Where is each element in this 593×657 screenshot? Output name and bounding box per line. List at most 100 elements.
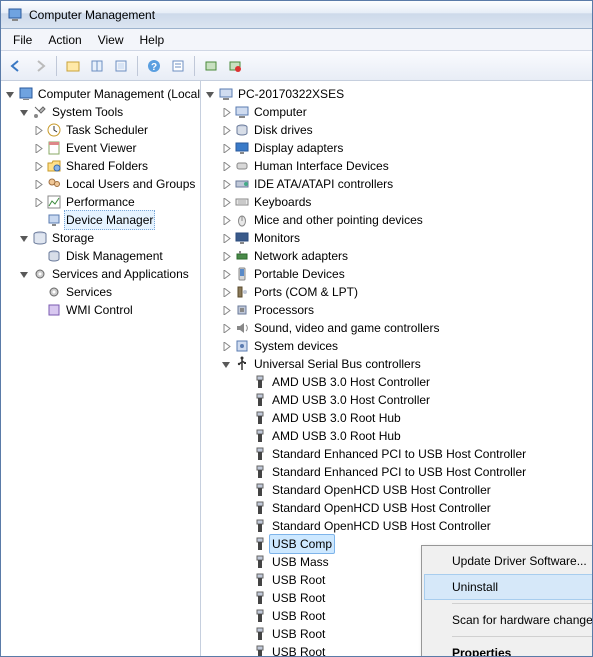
menu-file[interactable]: File: [5, 31, 40, 49]
device-category[interactable]: Sound, video and game controllers: [205, 319, 592, 337]
tb-icon-3[interactable]: [110, 55, 132, 77]
expand-icon[interactable]: [221, 305, 232, 316]
expand-icon[interactable]: [19, 107, 30, 118]
device-category-label: Processors: [254, 301, 314, 319]
device-category[interactable]: Ports (COM & LPT): [205, 283, 592, 301]
left-item-label: Performance: [66, 193, 135, 211]
expand-icon[interactable]: [33, 179, 44, 190]
device-category[interactable]: Disk drives: [205, 121, 592, 139]
left-item[interactable]: Device Manager: [5, 211, 200, 229]
device-item-label: USB Root: [272, 625, 325, 643]
expand-icon[interactable]: [5, 89, 16, 100]
expand-icon[interactable]: [221, 143, 232, 154]
left-group[interactable]: Storage: [5, 229, 200, 247]
left-item[interactable]: Local Users and Groups: [5, 175, 200, 193]
left-group[interactable]: System Tools: [5, 103, 200, 121]
expand-icon[interactable]: [221, 179, 232, 190]
expand-icon[interactable]: [221, 125, 232, 136]
device-category-label: Network adapters: [254, 247, 348, 265]
expand-icon[interactable]: [221, 251, 232, 262]
expand-icon[interactable]: [19, 269, 30, 280]
left-item[interactable]: Event Viewer: [5, 139, 200, 157]
expand-icon[interactable]: [221, 323, 232, 334]
context-menu-item[interactable]: Scan for hardware changes: [424, 607, 592, 633]
device-item[interactable]: Standard OpenHCD USB Host Controller: [205, 481, 592, 499]
menu-action[interactable]: Action: [40, 31, 89, 49]
sound-icon: [234, 320, 250, 336]
tb-icon-1[interactable]: [62, 55, 84, 77]
left-tree-pane[interactable]: Computer Management (LocalSystem ToolsTa…: [1, 81, 201, 656]
device-item[interactable]: Standard OpenHCD USB Host Controller: [205, 499, 592, 517]
expand-icon[interactable]: [221, 269, 232, 280]
tb-icon-5[interactable]: [200, 55, 222, 77]
left-item[interactable]: Task Scheduler: [5, 121, 200, 139]
mouse-icon: [234, 212, 250, 228]
device-category[interactable]: System devices: [205, 337, 592, 355]
toolbar-separator: [194, 56, 195, 76]
device-item[interactable]: AMD USB 3.0 Root Hub: [205, 409, 592, 427]
device-category-label: Ports (COM & LPT): [254, 283, 358, 301]
expand-icon[interactable]: [33, 161, 44, 172]
left-root[interactable]: Computer Management (Local: [5, 85, 200, 103]
left-item[interactable]: Disk Management: [5, 247, 200, 265]
expand-icon[interactable]: [33, 197, 44, 208]
device-item[interactable]: AMD USB 3.0 Host Controller: [205, 391, 592, 409]
left-group[interactable]: Services and Applications: [5, 265, 200, 283]
expand-icon[interactable]: [221, 107, 232, 118]
tb-icon-6[interactable]: [224, 55, 246, 77]
expand-icon[interactable]: [221, 161, 232, 172]
expand-icon[interactable]: [205, 89, 216, 100]
expand-icon[interactable]: [221, 215, 232, 226]
left-item[interactable]: WMI Control: [5, 301, 200, 319]
device-item[interactable]: AMD USB 3.0 Host Controller: [205, 373, 592, 391]
menu-help[interactable]: Help: [132, 31, 173, 49]
device-icon: [46, 212, 62, 228]
expand-icon[interactable]: [221, 233, 232, 244]
expand-icon[interactable]: [221, 359, 232, 370]
device-item-label: AMD USB 3.0 Root Hub: [272, 427, 401, 445]
menu-view[interactable]: View: [90, 31, 132, 49]
device-category[interactable]: Universal Serial Bus controllers: [205, 355, 592, 373]
tb-icon-4[interactable]: [167, 55, 189, 77]
device-category[interactable]: Keyboards: [205, 193, 592, 211]
device-category[interactable]: Portable Devices: [205, 265, 592, 283]
forward-button[interactable]: [29, 55, 51, 77]
device-category-label: System devices: [254, 337, 338, 355]
device-category[interactable]: Computer: [205, 103, 592, 121]
tb-icon-2[interactable]: [86, 55, 108, 77]
expand-icon[interactable]: [33, 143, 44, 154]
context-menu-item[interactable]: Uninstall: [424, 574, 592, 600]
right-tree-pane[interactable]: PC-20170322XSESComputerDisk drivesDispla…: [201, 81, 592, 656]
device-category[interactable]: Mice and other pointing devices: [205, 211, 592, 229]
context-menu-item[interactable]: Update Driver Software...: [424, 548, 592, 574]
device-item[interactable]: Standard Enhanced PCI to USB Host Contro…: [205, 445, 592, 463]
expand-icon[interactable]: [221, 341, 232, 352]
device-category[interactable]: Human Interface Devices: [205, 157, 592, 175]
left-item[interactable]: Shared Folders: [5, 157, 200, 175]
device-category[interactable]: Monitors: [205, 229, 592, 247]
device-item[interactable]: AMD USB 3.0 Root Hub: [205, 427, 592, 445]
device-category[interactable]: IDE ATA/ATAPI controllers: [205, 175, 592, 193]
expand-icon[interactable]: [221, 197, 232, 208]
context-menu-item[interactable]: Properties: [424, 640, 592, 656]
help-button[interactable]: ?: [143, 55, 165, 77]
folder-icon: [46, 158, 62, 174]
left-group-label: Storage: [52, 229, 94, 247]
device-item[interactable]: Standard OpenHCD USB Host Controller: [205, 517, 592, 535]
right-root[interactable]: PC-20170322XSES: [205, 85, 592, 103]
left-group-label: Services and Applications: [52, 265, 189, 283]
device-item[interactable]: Standard Enhanced PCI to USB Host Contro…: [205, 463, 592, 481]
usbdev-icon: [252, 518, 268, 534]
expand-icon[interactable]: [19, 233, 30, 244]
wmi-icon: [46, 302, 62, 318]
device-category[interactable]: Processors: [205, 301, 592, 319]
device-category[interactable]: Display adapters: [205, 139, 592, 157]
left-item[interactable]: Services: [5, 283, 200, 301]
back-button[interactable]: [5, 55, 27, 77]
left-item[interactable]: Performance: [5, 193, 200, 211]
device-category[interactable]: Network adapters: [205, 247, 592, 265]
expand-icon[interactable]: [33, 125, 44, 136]
left-root-label: Computer Management (Local: [38, 85, 200, 103]
usbdev-icon: [252, 608, 268, 624]
expand-icon[interactable]: [221, 287, 232, 298]
